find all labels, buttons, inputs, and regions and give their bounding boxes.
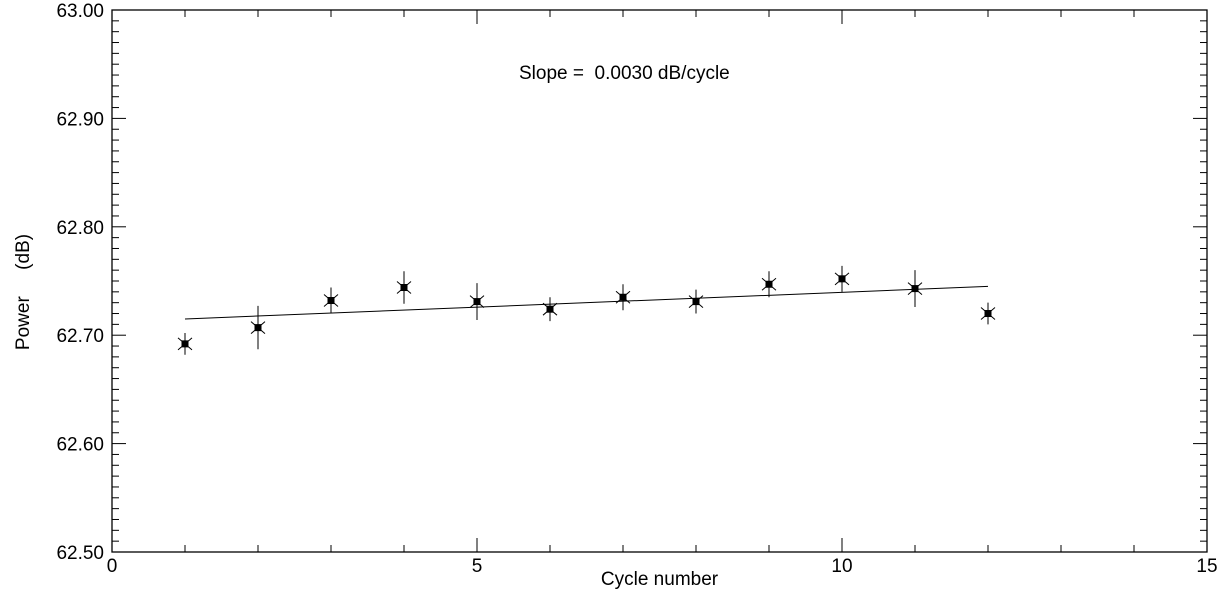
data-point [980, 302, 996, 325]
slope-annotation: Slope = 0.0030 dB/cycle [519, 63, 730, 84]
point-marker [692, 298, 700, 306]
x-tick-label: 10 [831, 556, 852, 577]
data-point [250, 305, 266, 350]
point-marker [181, 340, 189, 348]
data-point [323, 287, 339, 314]
point-marker [619, 293, 627, 301]
y-tick-label: 62.70 [56, 326, 104, 347]
point-marker [327, 297, 335, 305]
points-layer [177, 265, 996, 355]
point-marker [546, 305, 554, 313]
fit-line [184, 285, 989, 320]
point-marker [254, 324, 262, 332]
point-marker [473, 298, 481, 306]
point-marker [984, 310, 992, 318]
y-tick-label: 62.80 [56, 218, 104, 239]
x-tick-label: 15 [1196, 556, 1217, 577]
y-tick-label: 62.50 [56, 543, 104, 564]
fit-layer [184, 285, 989, 320]
point-marker [911, 285, 919, 293]
point-marker [765, 280, 773, 288]
data-point [615, 284, 631, 311]
y-tick-label: 63.00 [56, 1, 104, 22]
point-marker [838, 275, 846, 283]
data-point [907, 270, 923, 308]
x-axis-title: Cycle number [601, 569, 719, 590]
plot-frame [111, 9, 1208, 553]
y-axis-title: Power (dB) [13, 234, 34, 350]
data-point [761, 271, 777, 298]
point-marker [400, 284, 408, 292]
data-point [834, 265, 850, 292]
data-point [396, 271, 412, 304]
x-tick-label: 5 [472, 556, 483, 577]
y-tick-label: 62.90 [56, 109, 104, 130]
y-tick-label: 62.60 [56, 435, 104, 456]
data-point [542, 297, 558, 322]
x-tick-label: 0 [107, 556, 118, 577]
labels-layer: 0 5 10 15 62.50 62.60 62.70 62.80 62.90 63.00 [56, 1, 1217, 577]
data-point [688, 289, 704, 314]
data-point [177, 333, 193, 355]
ticks-layer [111, 9, 1208, 553]
data-point [469, 283, 485, 321]
